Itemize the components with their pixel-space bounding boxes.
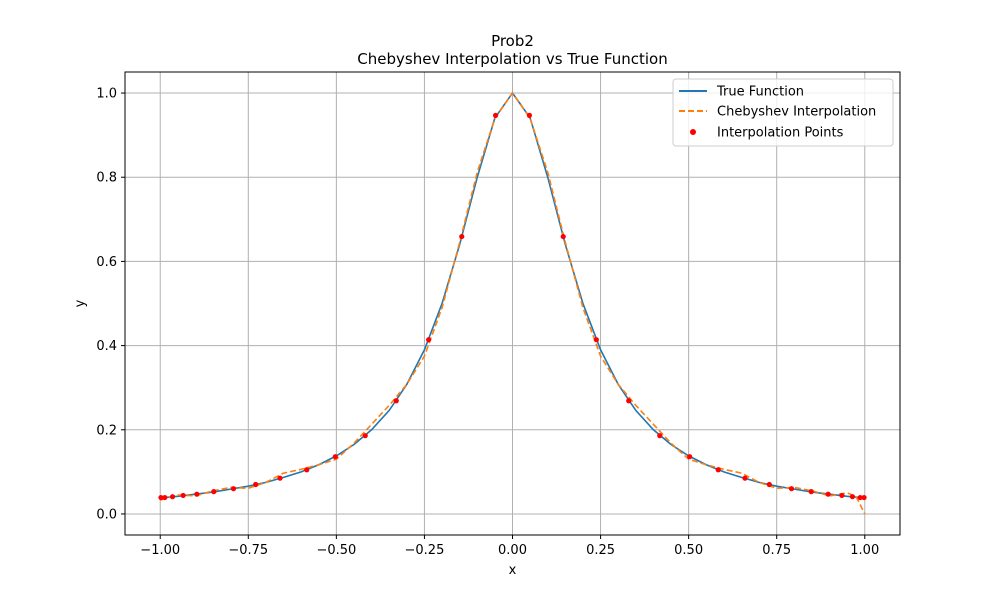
interpolation-point (808, 489, 814, 495)
interpolation-point (492, 112, 499, 118)
interpolation-point (169, 494, 176, 500)
interpolation-point (393, 398, 399, 404)
x-tick-label: −0.50 (316, 543, 356, 558)
interpolation-point (304, 467, 310, 473)
x-axis-label: x (509, 563, 517, 578)
interpolation-point (332, 454, 338, 460)
ticks-layer: −1.00 −0.75 −0.50 −0.25 0.00 0.25 0.50 0.75 1.00… (96, 87, 879, 558)
interpolation-point (593, 337, 599, 343)
interpolation-point (211, 489, 217, 495)
interpolation-point (162, 494, 168, 501)
legend-label-chebyshev: Chebyshev Interpolation (717, 105, 876, 120)
y-tick-label: 0.4 (96, 339, 117, 354)
interpolation-point (657, 433, 663, 439)
legend-label-true-function: True Function (716, 85, 804, 100)
interpolation-point (362, 433, 368, 439)
points-layer (158, 112, 867, 501)
interpolation-point (253, 481, 259, 488)
y-tick-label: 0.8 (96, 171, 117, 186)
chart-subtitle: Chebyshev Interpolation vs True Function (357, 50, 667, 68)
interpolation-point (158, 494, 164, 501)
interpolation-point (857, 494, 863, 501)
interpolation-point (742, 475, 748, 481)
interpolation-point (180, 492, 186, 499)
interpolation-point (560, 233, 566, 240)
interpolation-point (526, 112, 533, 118)
interpolation-point (194, 491, 200, 497)
chart-title: Prob2 (491, 32, 534, 50)
interpolation-point (788, 486, 795, 492)
legend: True Function Chebyshev Interpolation In… (672, 78, 894, 147)
interpolation-point (277, 475, 283, 481)
interpolation-point (230, 486, 237, 492)
interpolation-point (839, 492, 845, 499)
x-tick-label: 1.00 (850, 543, 879, 558)
legend-box (672, 78, 894, 147)
x-tick-label: −0.25 (405, 543, 445, 558)
x-tick-label: 0.25 (586, 543, 615, 558)
interpolation-point (626, 398, 632, 404)
interpolation-point (849, 494, 856, 500)
x-tick-label: 0.00 (498, 543, 527, 558)
x-tick-label: −1.00 (140, 543, 180, 558)
y-axis-label: y (73, 299, 88, 307)
x-tick-label: 0.50 (674, 543, 703, 558)
interpolation-point (861, 494, 867, 501)
interpolation-point (715, 467, 721, 473)
interpolation-point (766, 481, 772, 488)
y-tick-label: 0.0 (96, 507, 117, 522)
y-tick-label: 0.2 (96, 423, 117, 438)
interpolation-point (426, 337, 432, 343)
interpolation-point (825, 491, 831, 497)
x-tick-label: −0.75 (228, 543, 268, 558)
x-tick-label: 0.75 (762, 543, 791, 558)
legend-label-interpolation-points: Interpolation Points (717, 126, 844, 141)
interpolation-point (459, 233, 465, 240)
series-chebyshev-interpolation-line (160, 91, 866, 515)
interpolation-point (687, 454, 693, 460)
y-tick-label: 0.6 (96, 255, 117, 270)
y-tick-label: 1.0 (96, 87, 117, 102)
legend-swatch-interpolation-points (690, 129, 696, 135)
